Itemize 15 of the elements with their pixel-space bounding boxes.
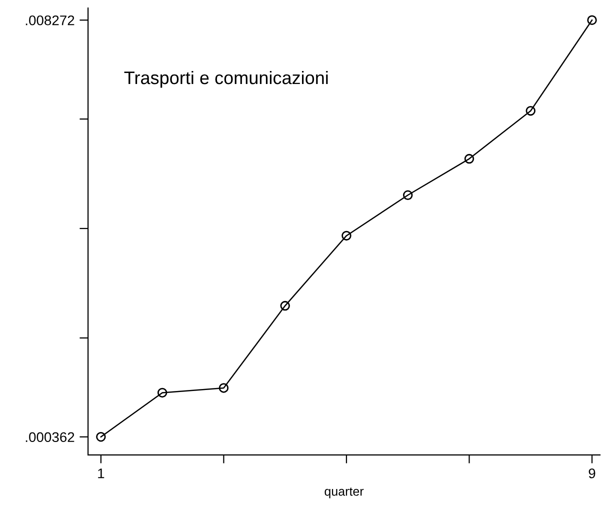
point <box>464 154 474 164</box>
x-axis-title: quarter <box>324 488 364 498</box>
x-tick-label: 1 <box>98 468 104 478</box>
y-tick-label: .008272 <box>26 15 74 26</box>
point <box>402 190 413 200</box>
x-tick-label: 9 <box>588 468 596 478</box>
point <box>587 15 597 25</box>
y-tick-label: .000362 <box>26 432 74 442</box>
point <box>526 106 536 116</box>
point <box>342 230 352 241</box>
point <box>96 432 106 442</box>
point <box>280 300 290 311</box>
point <box>218 383 229 393</box>
annotation: Trasporti e comunicazioni <box>124 70 328 88</box>
point <box>157 388 168 398</box>
